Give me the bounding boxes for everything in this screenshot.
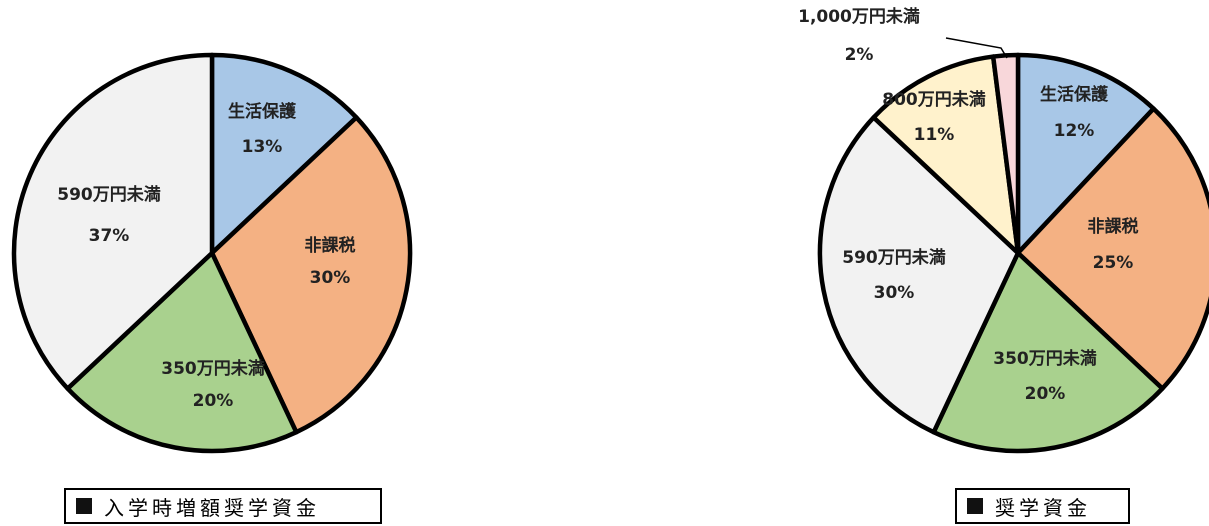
slice-label-800man-yen-under: 800万円未満 [882, 89, 986, 110]
pie-slice-350man-yen-under [65, 250, 299, 454]
legend-scholarship-on-entry: 入学時増額奨学資金 [64, 488, 382, 524]
legend-scholarship: 奨学資金 [955, 488, 1130, 524]
slice-value-public-assistance: 12% [1054, 121, 1095, 141]
pie-slice-590man-yen-under [11, 52, 215, 391]
slice-value-public-assistance: 13% [242, 137, 283, 157]
slice-value-590man-yen-under: 30% [874, 283, 915, 303]
slice-value-590man-yen-under: 37% [89, 226, 130, 246]
pie-chart-scholarship: 生活保護 12% 非課税 25% 350万円未満 20% 590万円未満 30% 800万円未満… [798, 6, 1209, 454]
slice-label-tax-exempt: 非課税 [305, 235, 356, 256]
slice-value-350man-yen-under: 20% [193, 391, 234, 411]
slice-value-1000man-yen-under: 2% [845, 45, 874, 65]
slice-label-1000man-yen-under: 1,000万円未満 [798, 6, 920, 27]
slice-value-tax-exempt: 30% [310, 268, 351, 288]
pie-slice-tax-exempt [1015, 106, 1209, 391]
legend-square-icon [967, 498, 983, 514]
slice-label-350man-yen-under: 350万円未満 [993, 348, 1097, 369]
slice-label-590man-yen-under: 590万円未満 [842, 247, 946, 268]
legend-label: 奨学資金 [995, 495, 1091, 520]
slice-value-350man-yen-under: 20% [1025, 384, 1066, 404]
legend-label: 入学時増額奨学資金 [104, 495, 320, 520]
slice-value-800man-yen-under: 11% [914, 125, 955, 145]
pie-chart-scholarship-on-entry: 生活保護 13% 非課税 30% 350万円未満 20% 590万円未満 37% [11, 52, 413, 454]
slice-label-tax-exempt: 非課税 [1088, 216, 1139, 237]
pie-slice-800man-yen-under [871, 54, 1021, 256]
slice-label-public-assistance: 生活保護 [1040, 84, 1109, 105]
slice-value-tax-exempt: 25% [1093, 253, 1134, 273]
pie-slice-public-assistance [209, 52, 359, 256]
slice-label-350man-yen-under: 350万円未満 [161, 358, 265, 379]
slice-label-public-assistance: 生活保護 [228, 101, 297, 122]
slice-label-590man-yen-under: 590万円未満 [57, 184, 161, 205]
leader-line-1000man-slice [945, 37, 1008, 59]
legend-square-icon [76, 498, 92, 514]
pie-slice-350man-yen-under [931, 250, 1165, 454]
pie-slice-590man-yen-under [817, 115, 1021, 435]
pie-slice-public-assistance [1015, 52, 1156, 256]
